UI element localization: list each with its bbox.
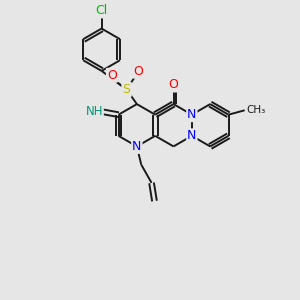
Text: N: N [187,108,196,121]
Text: N: N [187,129,196,142]
Text: N: N [132,140,142,153]
Text: S: S [123,83,130,96]
Text: Cl: Cl [95,4,108,17]
Text: S: S [123,83,130,96]
Text: O: O [134,65,143,78]
Text: CH₃: CH₃ [246,105,266,115]
Text: NH: NH [85,105,103,118]
Text: O: O [107,69,117,82]
Text: O: O [169,79,178,92]
